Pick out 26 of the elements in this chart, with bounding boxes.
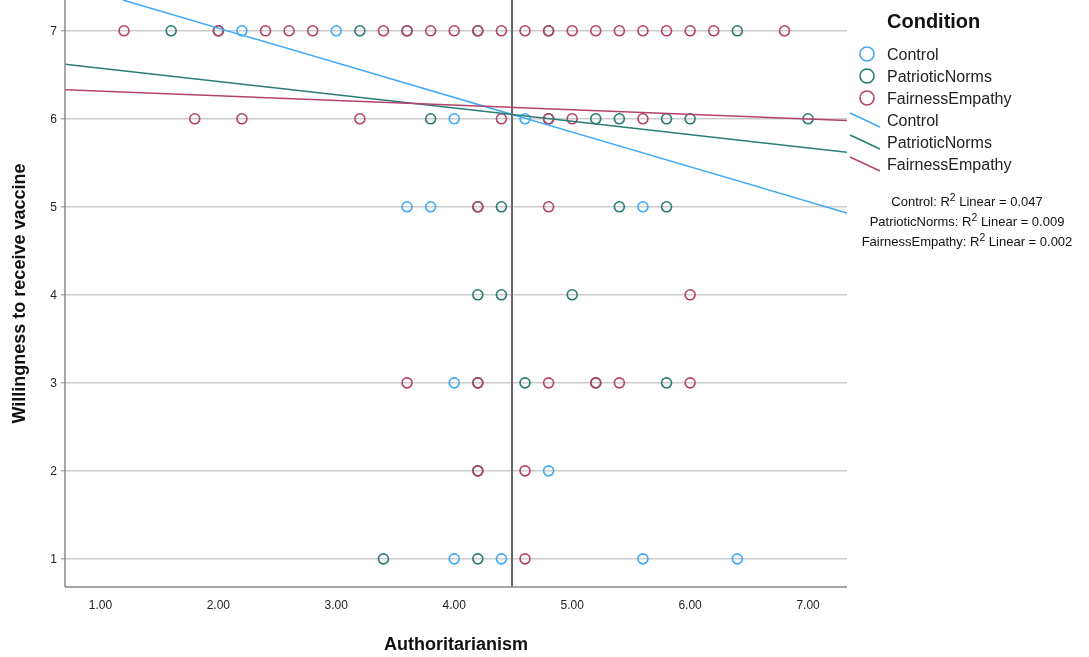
legend-label: Control — [887, 111, 939, 129]
x-tick-label: 3.00 — [324, 598, 349, 612]
x-tick-label: 6.00 — [678, 598, 703, 612]
y-tick-label: 4 — [50, 288, 58, 303]
x-tick-label: 4.00 — [442, 598, 467, 612]
text: Control: R$^{2}$ Linear = 0.047 — [891, 191, 1043, 209]
y-tick-label: 7 — [50, 24, 58, 38]
x-tick-label: 5.00 — [560, 598, 585, 612]
y-tick-label: 1 — [50, 552, 58, 567]
text: PatrioticNorms: R$^{2}$ Linear = 0.009 — [869, 211, 1065, 229]
legend-label: FairnessEmpathy — [887, 89, 1012, 107]
legend-label: Control — [887, 45, 939, 63]
legend-label: PatrioticNorms — [887, 133, 992, 151]
y-tick-label: 6 — [50, 112, 58, 127]
y-axis-title: Willingness to receive vaccine — [9, 163, 29, 424]
legend-title: Condition — [887, 10, 981, 32]
x-tick-label: 2.00 — [206, 598, 231, 612]
legend-label: PatrioticNorms — [887, 67, 992, 85]
y-tick-label: 2 — [50, 464, 58, 479]
y-tick-label: 3 — [50, 376, 58, 391]
legend-label: FairnessEmpathy — [887, 155, 1012, 173]
x-axis-title: Authoritarianism — [383, 634, 529, 654]
y-tick-label: 5 — [50, 200, 58, 215]
x-tick-label: 7.00 — [796, 598, 821, 612]
x-tick-label: 1.00 — [88, 598, 113, 612]
text: FairnessEmpathy: R$^{2}$ Linear = 0.002 — [861, 231, 1073, 249]
